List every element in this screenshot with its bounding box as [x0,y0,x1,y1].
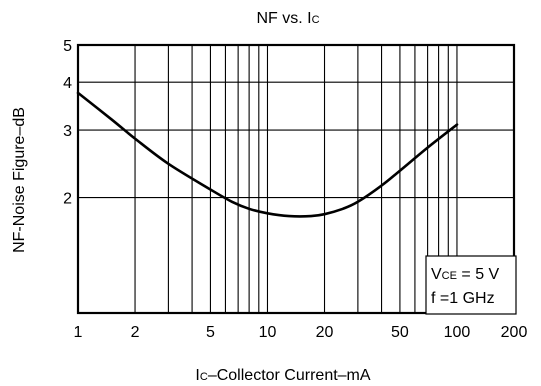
series-line [76,91,459,218]
x-tick-label: 2 [131,324,140,341]
grid [78,45,514,313]
y-axis-title: NF-Noise Figure–dB [11,107,28,253]
annotation-box: VCE = 5 V f =1 GHz [425,255,517,315]
data-lines [76,91,459,218]
x-axis-title: IC–Collector Current–mA [195,367,370,384]
x-tick-label: 5 [206,324,215,341]
y-tick-label: 4 [63,75,72,92]
x-tick-label: 100 [444,324,471,341]
x-tick-label: 1 [74,324,83,341]
x-tick-label: 50 [391,324,409,341]
y-tick-label: 5 [63,38,72,55]
annotation-frame [425,255,517,315]
annotation-line-2: f =1 GHz [431,290,495,307]
plot-border [76,43,516,315]
y-tick-labels: 2 3 4 5 [63,38,72,208]
chart-title: NF vs. IC [256,10,319,27]
plot-frame [76,43,516,315]
x-tick-label: 10 [259,324,277,341]
x-tick-label: 20 [316,324,334,341]
y-tick-label: 2 [63,191,72,208]
x-tick-labels: 1 2 5 10 20 50 100 200 [74,324,528,341]
y-tick-label: 3 [63,123,72,140]
x-tick-label: 200 [501,324,528,341]
annotation-line-1: VCE = 5 V [431,266,500,283]
